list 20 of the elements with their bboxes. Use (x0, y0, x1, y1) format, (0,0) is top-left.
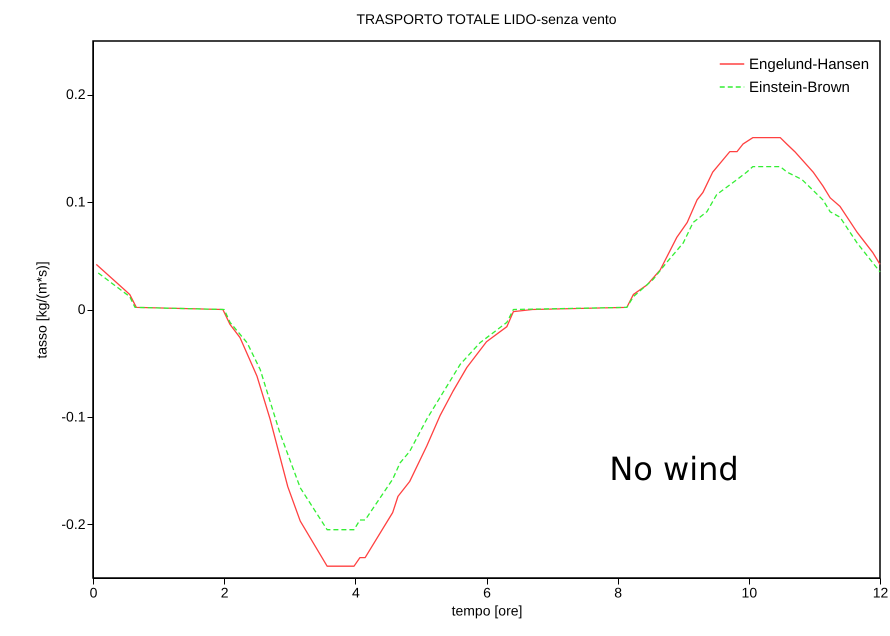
x-tick-label: 0 (90, 584, 98, 600)
y-axis-title: tasso [kg/(m*s)] (33, 261, 50, 359)
y-tick-label: 0.2 (66, 86, 86, 102)
x-tick-label: 8 (614, 584, 622, 600)
y-tick-label: 0 (78, 301, 86, 317)
line-series (96, 137, 881, 567)
line-series (98, 166, 881, 530)
legend-label: Engelund-Hansen (749, 56, 870, 73)
x-tick-label: 10 (742, 584, 758, 600)
x-tick-label: 12 (872, 584, 888, 600)
y-tick-label: -0.1 (61, 408, 86, 424)
y-tick-label: -0.2 (61, 516, 86, 532)
x-tick-label: 6 (483, 584, 492, 600)
y-tick-label: 0.1 (66, 194, 86, 210)
x-tick-label: 2 (220, 584, 229, 600)
legend-label: Einstein-Brown (749, 79, 850, 96)
chart-title: TRASPORTO TOTALE LIDO-senza vento (356, 11, 617, 27)
x-tick-label: 4 (352, 584, 360, 600)
annotation: No wind (609, 450, 739, 488)
x-axis-title: tempo [ore] (452, 602, 522, 618)
